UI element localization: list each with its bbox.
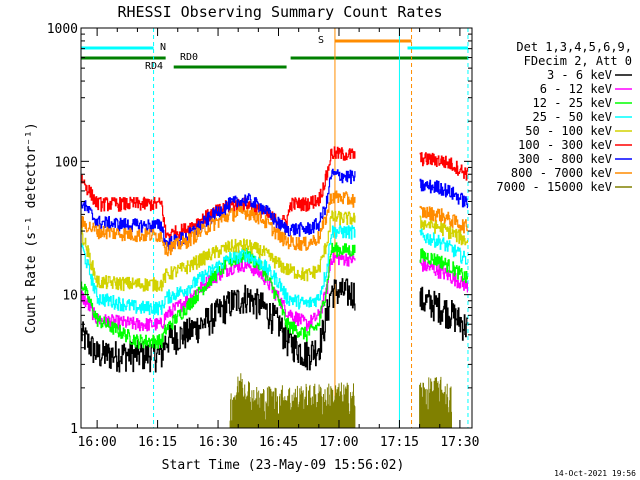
y-tick-label-100: 100	[55, 155, 78, 170]
legend-label-6-12-kev: 6 - 12 keV	[540, 82, 612, 96]
flag-label-n: N	[160, 42, 166, 53]
series-7000-15000-kev-seg-1	[419, 376, 452, 428]
y-tick-label-1: 1	[70, 422, 78, 437]
axes-layer: 1 10 100 1000 16:00 16:15 16:30 16:45 17:00 17:15…	[47, 22, 480, 450]
legend-label-3-6-kev: 3 - 6 keV	[547, 68, 612, 82]
legend-label-100-300-kev: 100 - 300 keV	[518, 138, 612, 152]
timestamp: 14-Oct-2021 19:56	[554, 469, 636, 478]
y-tick-label-1000: 1000	[47, 22, 78, 37]
x-axis-label: Start Time (23-May-09 15:56:02)	[162, 458, 405, 473]
series-300-800-kev-seg-0	[81, 168, 356, 251]
series-7000-15000-kev-seg-0	[229, 373, 356, 428]
legend-label-25-50-kev: 25 - 50 keV	[533, 110, 612, 124]
series-100-300-kev-seg-0	[81, 146, 356, 241]
flag-label-rd0: RD0	[180, 52, 198, 63]
plot-frame	[80, 27, 473, 429]
series-3-6-kev-seg-0	[81, 278, 356, 373]
x-tick-label-16-30: 16:30	[198, 435, 237, 450]
x-tick-label-17-00: 17:00	[319, 435, 358, 450]
x-tick-label-17-15: 17:15	[380, 435, 419, 450]
series-50-100-kev-seg-1	[419, 215, 468, 246]
x-tick-label-16-00: 16:00	[78, 435, 117, 450]
series-3-6-kev-seg-1	[419, 286, 468, 341]
legend-label-7000-15000-kev: 7000 - 15000 keV	[496, 180, 612, 194]
chart-title: RHESSI Observing Summary Count Rates	[117, 3, 442, 21]
legend-header-line-1: Det 1,3,4,5,6,9,	[516, 40, 632, 54]
y-axis-label: Count Rate (s⁻¹ detector⁻¹)	[24, 122, 39, 333]
series-layer	[81, 146, 468, 428]
series-800-7000-kev-seg-1	[419, 205, 468, 234]
series-25-50-kev-seg-1	[419, 228, 468, 265]
series-25-50-kev-seg-0	[81, 224, 356, 316]
x-tick-label-16-45: 16:45	[259, 435, 298, 450]
series-800-7000-kev-seg-0	[81, 190, 356, 257]
series-300-800-kev-seg-1	[419, 178, 468, 209]
legend-label-300-800-kev: 300 - 800 keV	[518, 152, 612, 166]
flag-label-s: S	[318, 35, 324, 46]
legend-header-line-2: FDecim 2, Att 0	[524, 54, 632, 68]
x-tick-label-17-30: 17:30	[440, 435, 479, 450]
y-tick-label-10: 10	[62, 289, 78, 304]
x-tick-label-16-15: 16:15	[138, 435, 177, 450]
legend-label-50-100-kev: 50 - 100 keV	[525, 124, 612, 138]
series-50-100-kev-seg-0	[81, 210, 356, 292]
series-100-300-kev-seg-1	[419, 152, 468, 181]
legend-label-800-7000-kev: 800 - 7000 keV	[511, 166, 612, 180]
flag-bars-layer: NSRD0RD4	[81, 35, 468, 72]
series-12-25-kev-seg-1	[419, 248, 468, 284]
series-12-25-kev-seg-0	[81, 242, 356, 349]
legend-label-12-25-kev: 12 - 25 keV	[533, 96, 612, 110]
